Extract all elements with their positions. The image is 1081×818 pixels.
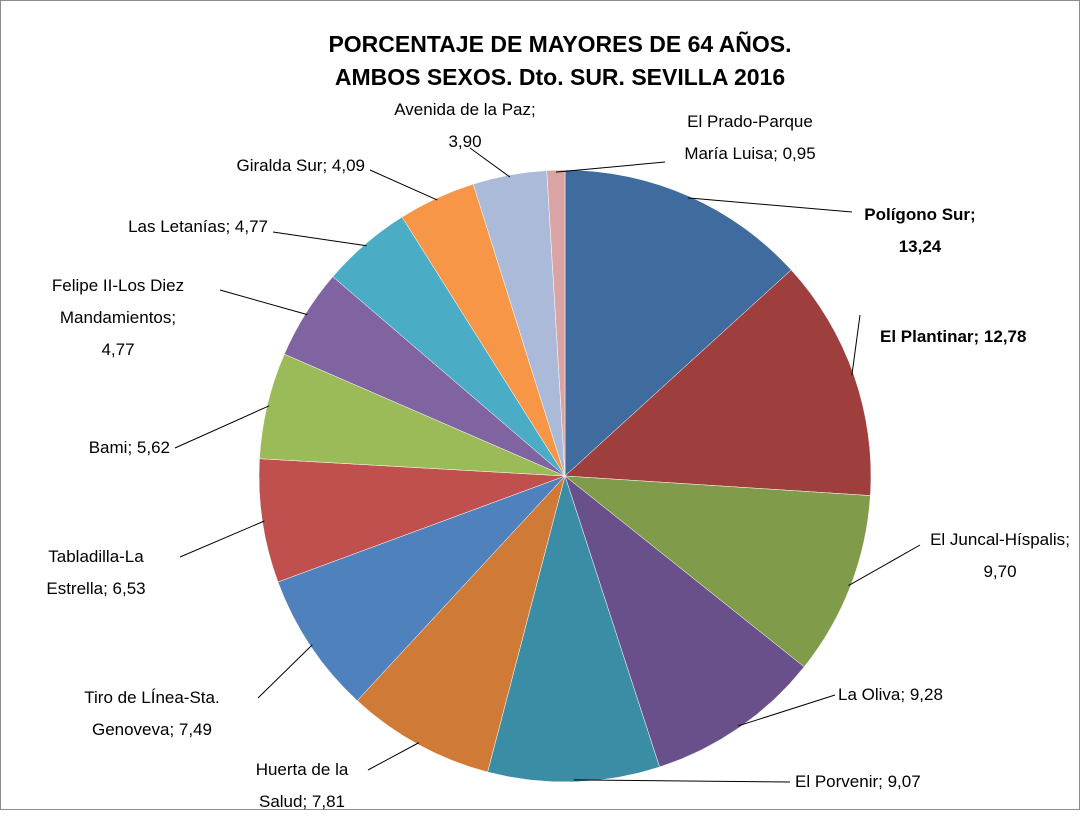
category-label: Avenida de la Paz: [394, 100, 531, 119]
value-label: 4,77: [235, 217, 268, 236]
data-label: Bami; 5,62: [89, 432, 170, 464]
category-label: El Juncal-Híspalis: [930, 530, 1065, 549]
data-label: El Prado-Parque María Luisa; 0,95: [673, 106, 828, 170]
category-label: Giralda Sur: [236, 156, 322, 175]
data-label: Tabladilla-La Estrella; 6,53: [32, 541, 160, 605]
data-label: Felipe II-Los Diez Mandamientos; 4,77: [44, 270, 192, 366]
value-label: 5,62: [137, 438, 170, 457]
value-label: 7,49: [179, 720, 212, 739]
category-label: Las Letanías: [128, 217, 225, 236]
value-label: 3,90: [448, 132, 481, 151]
value-label: 9,70: [983, 562, 1016, 581]
data-label: La Oliva; 9,28: [838, 679, 943, 711]
value-label: 13,24: [899, 237, 942, 256]
data-label: El Plantinar; 12,78: [880, 321, 1026, 353]
chart-title: PORCENTAJE DE MAYORES DE 64 AÑOS.: [328, 30, 791, 57]
data-label: El Porvenir; 9,07: [795, 766, 921, 798]
data-label: Polígono Sur; 13,24: [853, 199, 988, 263]
data-label: Las Letanías; 4,77: [128, 211, 268, 243]
category-label: La Oliva: [838, 685, 900, 704]
data-label: Tiro de LÍnea-Sta. Genoveva; 7,49: [76, 682, 228, 746]
data-label: El Juncal-Híspalis; 9,70: [918, 524, 1081, 588]
value-label: 7,81: [312, 792, 345, 811]
data-label: Avenida de la Paz; 3,90: [384, 94, 546, 158]
data-label: Huerta de la Salud; 7,81: [246, 754, 358, 818]
category-label: El Plantinar: [880, 327, 974, 346]
value-label: 6,53: [113, 579, 146, 598]
chart-title: AMBOS SEXOS. Dto. SUR. SEVILLA 2016: [335, 64, 785, 90]
data-label: Giralda Sur; 4,09: [236, 150, 365, 182]
value-label: 4,09: [332, 156, 365, 175]
category-label: Bami: [89, 438, 128, 457]
category-label: El Porvenir: [795, 772, 878, 791]
value-label: 0,95: [783, 144, 816, 163]
value-label: 9,07: [888, 772, 921, 791]
value-label: 12,78: [984, 327, 1027, 346]
category-label: Felipe II-Los Diez Mandamientos: [52, 276, 184, 327]
value-label: 4,77: [101, 340, 134, 359]
category-label: Polígono Sur: [864, 205, 970, 224]
value-label: 9,28: [910, 685, 943, 704]
